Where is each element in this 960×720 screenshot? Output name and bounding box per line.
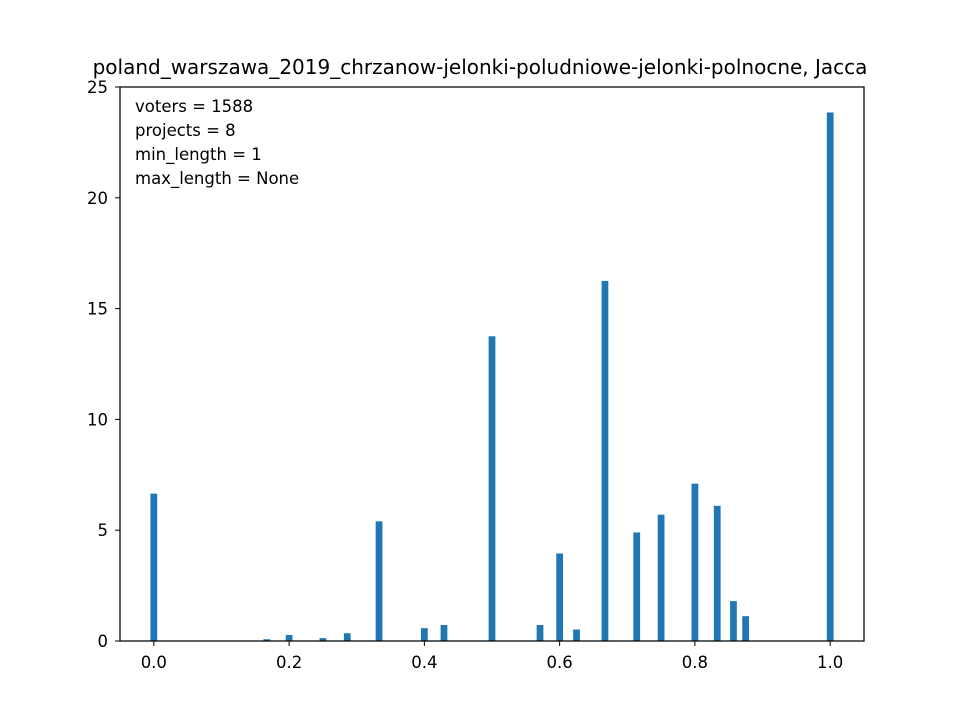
annotation-line: max_length = None [135,169,299,189]
bar [440,625,448,641]
bar [657,514,665,641]
bars [150,112,834,642]
bar [713,505,721,641]
annotation-box: voters = 1588 projects = 8 min_length = 1 m… [135,97,299,189]
y-tick-label: 15 [87,300,108,319]
y-tick-label: 25 [87,78,108,97]
bar [536,625,544,641]
bar [556,553,564,641]
bar [420,628,428,641]
x-tick-label: 0.6 [547,653,573,672]
bar [150,493,158,641]
chart-title: poland_warszawa_2019_chrzanow-jelonki-po… [93,55,868,79]
bar [601,280,609,641]
x-tick-label: 1.0 [817,653,843,672]
plot-frame [119,86,865,642]
annotation-line: min_length = 1 [135,145,262,165]
bar [343,633,351,641]
bar [488,336,496,641]
bar [730,601,737,641]
x-tick-label: 0.2 [276,653,302,672]
bar [633,532,641,641]
bar [285,635,293,641]
y-tick-label: 20 [87,189,108,208]
bar [319,638,327,641]
y-tick-label: 5 [98,521,109,540]
y-axis: 0 5 10 15 20 25 [87,78,120,651]
x-axis: 0.0 0.2 0.4 0.6 0.8 1.0 [141,641,843,672]
bar [375,521,383,641]
y-tick-label: 0 [98,632,109,651]
x-tick-label: 0.4 [411,653,437,672]
x-tick-label: 0.8 [682,653,708,672]
y-tick-label: 10 [87,410,108,429]
annotation-line: voters = 1588 [135,97,253,116]
x-tick-label: 0.0 [141,653,167,672]
bar [573,629,580,641]
bar [263,639,271,641]
bar [742,616,750,641]
bar [826,112,834,642]
annotation-line: projects = 8 [135,121,236,140]
bar [691,483,699,641]
